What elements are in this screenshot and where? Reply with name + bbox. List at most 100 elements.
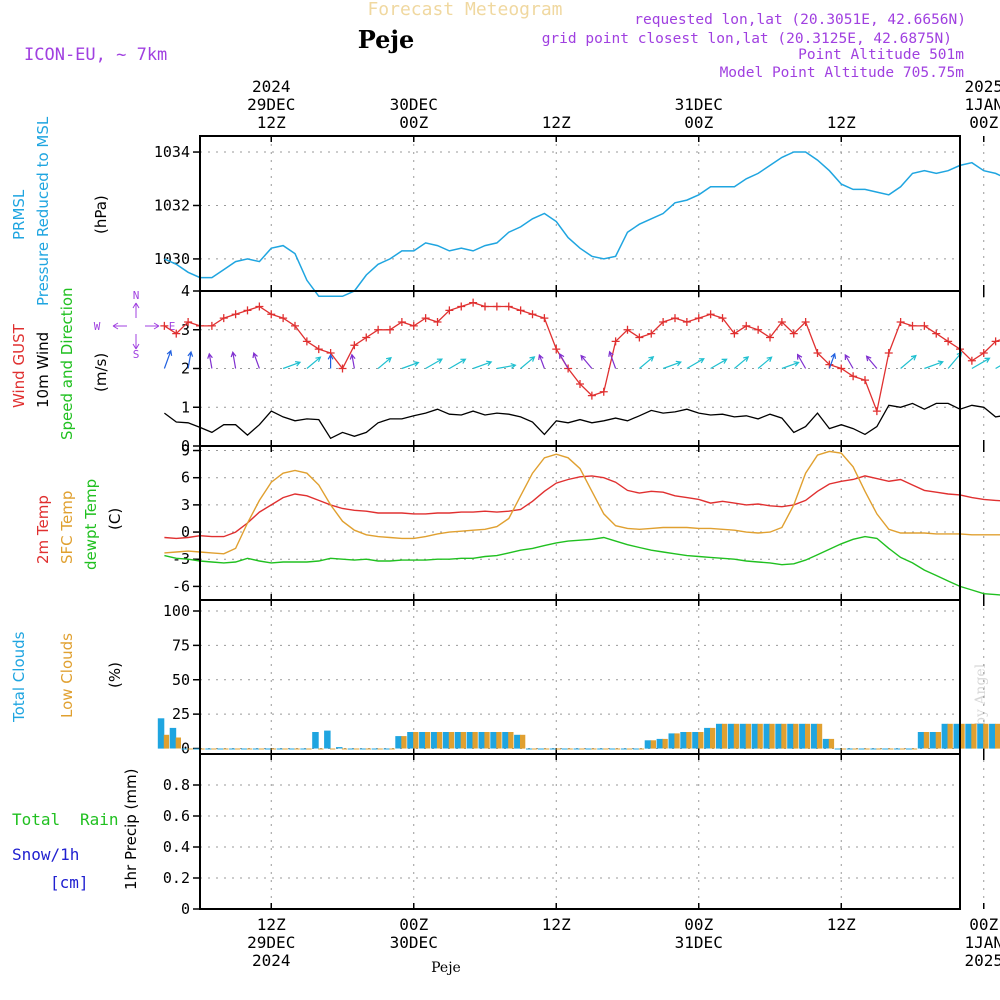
low-clouds-bar xyxy=(520,734,526,749)
pressure-y-tick-label: 1034 xyxy=(154,143,190,161)
wind-gust-point xyxy=(469,298,478,307)
low-clouds-bar xyxy=(650,740,656,749)
low-clouds-bar xyxy=(733,723,740,749)
compass-arrows-icon xyxy=(112,302,160,350)
total-clouds-bar xyxy=(644,740,652,749)
pressure-unit-label: (hPa) xyxy=(92,195,110,234)
bottom-time-label: 2025 xyxy=(964,951,1000,970)
pressure-msl-label: Pressure Reduced to MSL xyxy=(34,116,52,306)
wind-vector-arrow xyxy=(327,353,334,369)
low-clouds-bar xyxy=(484,732,490,749)
wind-y-tick-label: 1 xyxy=(181,398,190,416)
low-clouds-bar xyxy=(282,748,288,750)
low-clouds-bar xyxy=(223,748,229,750)
wind-gust-point xyxy=(599,387,608,396)
low-clouds-bar xyxy=(911,748,918,750)
total-clouds-bar xyxy=(359,748,367,750)
top-time-label: 2024 xyxy=(252,77,291,96)
wind-y-tick-label: 4 xyxy=(181,282,190,300)
low-clouds-bar xyxy=(211,748,217,750)
low-clouds-bar xyxy=(246,748,253,750)
wind-panel-labels: Wind GUST 10m Wind Speed and Direction (… xyxy=(10,287,175,440)
total-clouds-bar xyxy=(941,723,949,749)
bottom-time-label: 2024 xyxy=(252,951,291,970)
low-clouds-bar xyxy=(769,723,775,749)
series-2m-temp-line xyxy=(164,475,1000,540)
low-clouds-bar xyxy=(389,748,395,750)
low-clouds-bar xyxy=(531,748,538,750)
wind-vector-arrow xyxy=(496,363,517,370)
total-clouds-bar xyxy=(276,748,284,750)
pressure-panel-frame xyxy=(199,135,961,292)
total-clouds-bar xyxy=(324,730,331,749)
precip-panel: 0 0.2 0.4 0.6 0.8 xyxy=(163,754,985,918)
compass-south: S xyxy=(133,348,140,361)
bottom-time-label: 12Z xyxy=(542,915,571,934)
temp-unit-label: (C) xyxy=(106,508,124,530)
bottom-time-label: 12Z xyxy=(257,915,286,934)
total-clouds-bar xyxy=(751,723,759,749)
wind-y-tick-label: 3 xyxy=(181,321,190,339)
wind-vector-arrow xyxy=(900,354,917,369)
total-label: Total xyxy=(12,810,60,829)
low-clouds-bar xyxy=(710,727,716,749)
total-clouds-bar xyxy=(478,732,485,749)
wind-vector-arrow xyxy=(163,349,173,369)
low-clouds-bar xyxy=(591,748,597,750)
pressure-panel: 1030 1032 1034 xyxy=(154,136,985,291)
total-clouds-bar xyxy=(419,732,426,749)
low-clouds-bar xyxy=(828,738,835,749)
low-clouds-bar xyxy=(163,734,170,749)
low-clouds-bar xyxy=(840,748,846,750)
wind-gust-point xyxy=(813,349,822,357)
wind-vector-arrow xyxy=(662,360,682,370)
total-clouds-bar xyxy=(917,732,925,749)
top-time-label: 00Z xyxy=(399,113,428,132)
low-clouds-bar xyxy=(876,748,882,750)
wind-gust-point xyxy=(884,349,893,357)
pressure-y-tick-label: 1032 xyxy=(154,196,190,214)
top-time-label: 31DEC xyxy=(675,95,723,114)
top-time-label: 12Z xyxy=(542,113,571,132)
temp-y-tick-label: 3 xyxy=(181,496,190,514)
total-clouds-bar xyxy=(668,733,675,749)
wind-gust-point xyxy=(576,380,584,388)
total-clouds-bar xyxy=(336,747,343,749)
wind-gust-point xyxy=(314,345,323,354)
total-clouds-bar xyxy=(466,732,474,749)
wind-vector-arrow xyxy=(828,352,837,369)
temp-sfc-label: SFC Temp xyxy=(58,491,76,564)
top-time-label: 1JAN xyxy=(964,95,1000,114)
wind-gust-point xyxy=(219,314,228,323)
total-clouds-bar xyxy=(882,748,889,750)
wind-gust-point xyxy=(979,349,988,357)
total-clouds-bar xyxy=(549,748,557,750)
wind-gust-point xyxy=(682,318,691,326)
wind-vector-arrow xyxy=(686,358,705,370)
bottom-time-label: 31DEC xyxy=(675,933,723,952)
total-clouds-bar xyxy=(526,748,533,750)
low-clouds-bar xyxy=(686,732,692,749)
low-clouds-bar xyxy=(935,732,941,749)
wind-gust-point xyxy=(801,318,810,326)
wind-gust-point xyxy=(302,337,311,346)
wind-gust-point xyxy=(920,321,929,330)
compass-north: N xyxy=(133,289,140,302)
low-clouds-bar xyxy=(365,748,371,750)
bottom-time-label: 1JAN xyxy=(964,933,1000,952)
wind-gust-point xyxy=(694,314,703,323)
wind-gust-point xyxy=(421,314,430,323)
wind-vector-arrow xyxy=(252,351,260,369)
low-clouds-bar xyxy=(508,732,514,749)
top-time-label: 00Z xyxy=(684,113,713,132)
wind-gust-point xyxy=(837,364,846,373)
clouds-y-tick-label: 25 xyxy=(172,705,190,723)
pressure-y-tick-label: 1030 xyxy=(154,250,190,268)
top-time-label: 2025 xyxy=(964,77,1000,96)
low-clouds-bar xyxy=(757,723,763,749)
total-clouds-bar xyxy=(811,723,818,749)
total-clouds-bar xyxy=(241,748,248,750)
snow-label: Snow/1h xyxy=(12,845,79,864)
wind-vector-arrow xyxy=(207,352,213,369)
